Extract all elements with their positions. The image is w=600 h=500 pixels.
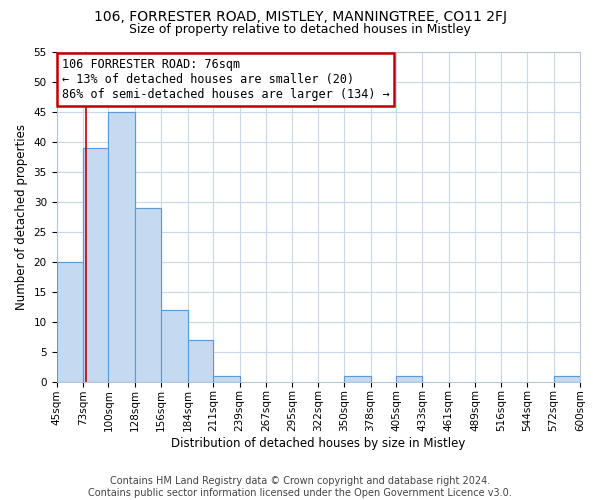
Bar xyxy=(188,340,213,382)
Bar xyxy=(83,148,109,382)
Text: 106, FORRESTER ROAD, MISTLEY, MANNINGTREE, CO11 2FJ: 106, FORRESTER ROAD, MISTLEY, MANNINGTRE… xyxy=(94,10,506,24)
Bar xyxy=(56,262,83,382)
Text: 106 FORRESTER ROAD: 76sqm
← 13% of detached houses are smaller (20)
86% of semi-: 106 FORRESTER ROAD: 76sqm ← 13% of detac… xyxy=(62,58,389,101)
Bar xyxy=(344,376,371,382)
Text: Contains HM Land Registry data © Crown copyright and database right 2024.
Contai: Contains HM Land Registry data © Crown c… xyxy=(88,476,512,498)
Bar xyxy=(213,376,239,382)
Text: Size of property relative to detached houses in Mistley: Size of property relative to detached ho… xyxy=(129,22,471,36)
Bar xyxy=(56,262,83,382)
Bar xyxy=(161,310,188,382)
Bar xyxy=(135,208,161,382)
Bar xyxy=(344,376,371,382)
Bar xyxy=(554,376,580,382)
X-axis label: Distribution of detached houses by size in Mistley: Distribution of detached houses by size … xyxy=(171,437,466,450)
Bar xyxy=(396,376,422,382)
Y-axis label: Number of detached properties: Number of detached properties xyxy=(15,124,28,310)
Bar xyxy=(396,376,422,382)
Bar xyxy=(161,310,188,382)
Bar xyxy=(554,376,580,382)
Bar xyxy=(109,112,135,382)
Bar xyxy=(135,208,161,382)
Bar xyxy=(213,376,239,382)
Bar xyxy=(109,112,135,382)
Bar xyxy=(188,340,213,382)
Bar xyxy=(83,148,109,382)
